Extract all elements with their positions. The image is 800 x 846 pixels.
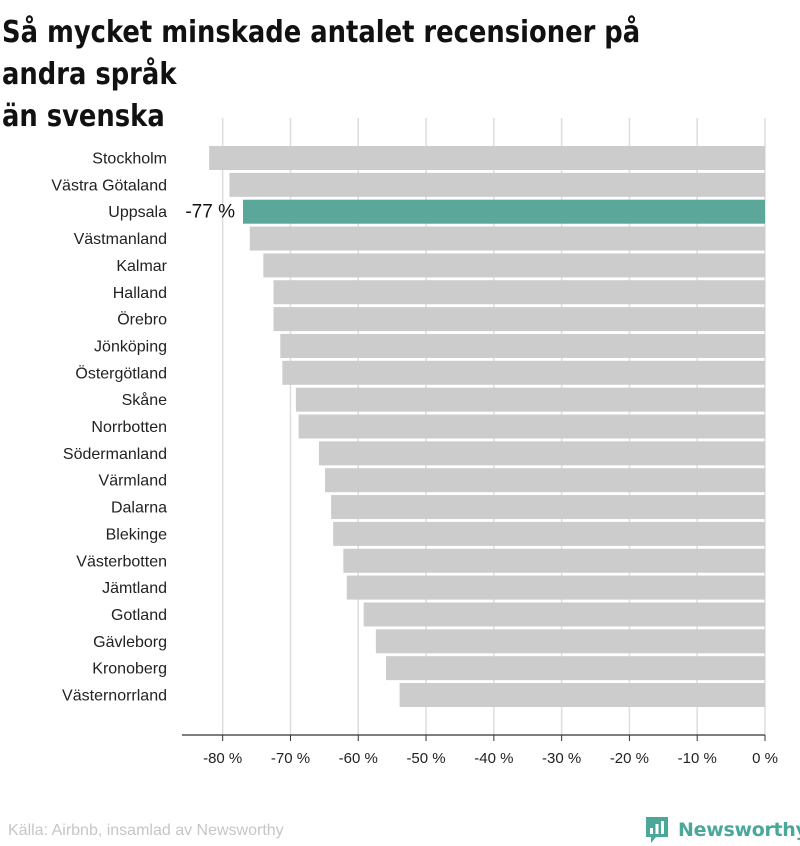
chart-bars — [209, 146, 766, 707]
category-label: Blekinge — [106, 526, 167, 543]
category-label: Dalarna — [111, 500, 167, 517]
bar — [298, 414, 765, 439]
bar — [333, 521, 765, 546]
bar — [343, 548, 765, 573]
bar — [273, 307, 765, 332]
category-label: Stockholm — [92, 151, 167, 168]
category-label: Kronoberg — [92, 661, 167, 678]
x-tick-label: -60 % — [339, 750, 378, 767]
category-label: Uppsala — [108, 204, 167, 221]
category-label: Skåne — [122, 391, 167, 409]
category-label: Örebro — [117, 311, 167, 329]
category-label: Gotland — [111, 607, 167, 624]
category-label: Västra Götaland — [51, 177, 167, 194]
x-axis: -80 % -70 % -60 % -50 % -40 % -30 % -20 % -10 %… — [182, 734, 778, 767]
bar — [280, 333, 765, 358]
data-label: -77 % — [185, 202, 235, 223]
bar — [325, 468, 765, 493]
x-tick-label: -40 % — [474, 750, 513, 767]
category-labels: Stockholm Västra Götaland Uppsala Västmanla… — [51, 151, 167, 705]
x-tick-label: -30 % — [542, 750, 581, 767]
newsworthy-logo-icon — [646, 817, 668, 843]
x-tick-label: -10 % — [678, 750, 717, 767]
category-label: Värmland — [99, 473, 167, 490]
bar — [346, 575, 765, 600]
bar-highlight — [243, 199, 766, 224]
bar — [282, 360, 765, 385]
x-tick-label: -70 % — [271, 750, 310, 767]
newsworthy-brand: Newsworthy — [644, 814, 800, 846]
x-tick-label: 0 % — [752, 750, 778, 767]
bar — [375, 629, 765, 654]
bar — [331, 495, 765, 520]
chart-title: Så mycket minskade antalet recensioner p… — [2, 12, 687, 138]
category-label: Västmanland — [74, 231, 167, 248]
category-label: Jönköping — [94, 338, 167, 355]
category-label: Halland — [113, 285, 167, 302]
category-label: Västerbotten — [76, 553, 167, 570]
chart-annotations: -77 % — [185, 202, 235, 223]
bar — [363, 602, 765, 627]
category-label: Gävleborg — [93, 634, 167, 651]
bar — [295, 387, 765, 412]
chart-title-line-1: Så mycket minskade antalet recensioner p… — [2, 15, 641, 92]
bar — [263, 253, 765, 278]
bar — [386, 656, 765, 681]
bar — [249, 226, 765, 251]
x-tick-label: -50 % — [406, 750, 445, 767]
category-label: Västernorrland — [62, 688, 167, 705]
source-note: Källa: Airbnb, insamlad av Newsworthy — [8, 822, 284, 839]
x-tick-label: -80 % — [203, 750, 242, 767]
category-label: Norrbotten — [91, 419, 167, 436]
category-label: Jämtland — [102, 580, 167, 597]
category-label: Kalmar — [116, 258, 167, 275]
bar — [318, 441, 765, 466]
bar — [399, 683, 765, 707]
bar — [273, 280, 765, 305]
bar — [229, 172, 765, 197]
category-label: Östergötland — [75, 364, 167, 382]
category-label: Södermanland — [63, 446, 167, 463]
x-tick-label: -20 % — [610, 750, 649, 767]
bar — [209, 146, 765, 170]
chart-title-line-2: än svenska — [2, 99, 165, 134]
newsworthy-wordmark: Newsworthy — [678, 819, 800, 841]
